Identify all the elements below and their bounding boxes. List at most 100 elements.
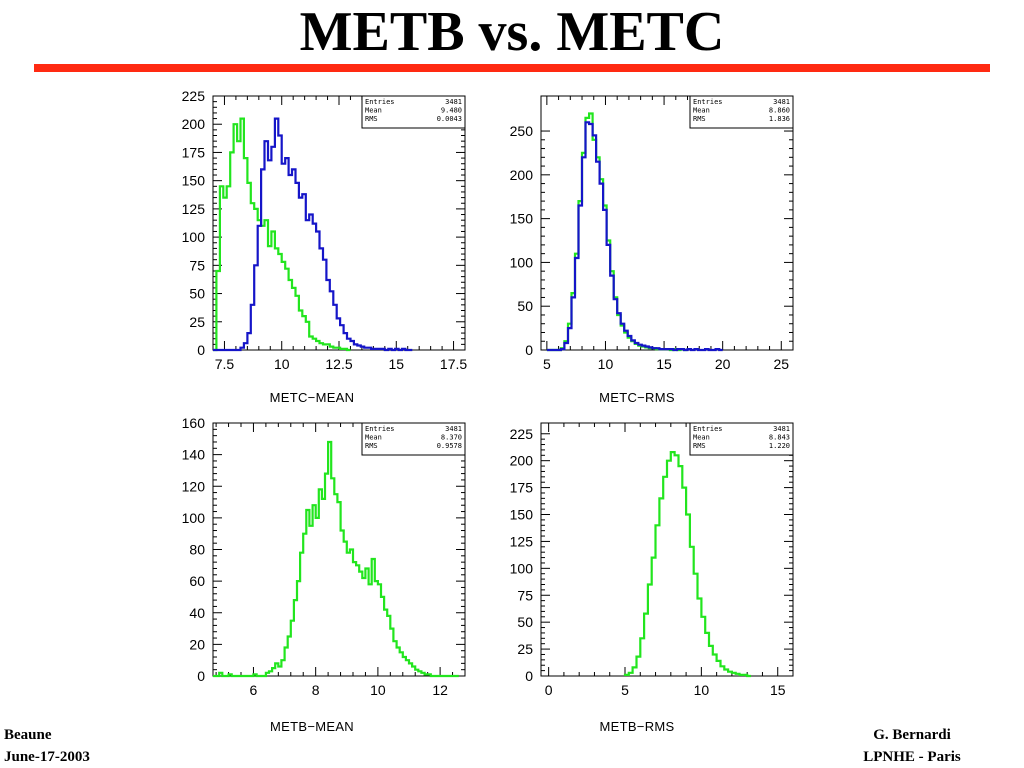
stats-value: 3481: [445, 425, 462, 433]
x-tick-label: 0: [545, 682, 553, 698]
x-tick-label: 15: [656, 356, 672, 372]
x-axis-label: METC−RMS: [599, 390, 675, 405]
stats-label: RMS: [365, 115, 378, 123]
y-tick-label: 50: [189, 286, 205, 302]
y-tick-label: 200: [510, 453, 534, 469]
histogram-series-green: [623, 451, 751, 678]
y-tick-label: 75: [517, 587, 533, 603]
y-tick-label: 100: [182, 510, 206, 526]
stats-value: 1.220: [769, 442, 790, 450]
stats-value: 3481: [445, 98, 462, 106]
x-tick-label: 12: [432, 682, 448, 698]
stats-value: 3481: [773, 98, 790, 106]
footer-affiliation: LPNHE - Paris: [863, 749, 961, 765]
y-tick-label: 200: [182, 116, 206, 132]
y-tick-label: 200: [510, 167, 534, 183]
footer-author: G. Bernardi: [873, 727, 951, 743]
y-tick-label: 75: [189, 257, 205, 273]
stats-label: Entries: [365, 425, 395, 433]
y-tick-label: 50: [517, 614, 533, 630]
y-tick-label: 0: [525, 668, 533, 684]
x-tick-label: 10: [694, 682, 710, 698]
stats-label: Entries: [693, 425, 723, 433]
stats-value: 1.836: [769, 115, 790, 123]
y-tick-label: 225: [182, 88, 206, 104]
y-tick-label: 175: [182, 144, 206, 160]
x-tick-label: 8: [312, 682, 320, 698]
y-tick-label: 150: [182, 173, 206, 189]
x-tick-label: 17.5: [440, 356, 467, 372]
x-tick-label: 12.5: [325, 356, 352, 372]
footer-left: Beaune June-17-2003: [4, 724, 90, 768]
y-tick-label: 0: [197, 342, 205, 358]
y-tick-label: 225: [510, 426, 534, 442]
y-tick-label: 20: [189, 636, 205, 652]
stats-label: Entries: [693, 98, 723, 106]
histogram-series-green: [213, 440, 459, 678]
y-tick-label: 100: [510, 254, 534, 270]
y-tick-label: 40: [189, 605, 205, 621]
stats-label: RMS: [693, 442, 706, 450]
y-tick-label: 0: [197, 668, 205, 684]
stats-label: RMS: [693, 115, 706, 123]
y-tick-label: 120: [182, 478, 206, 494]
histogram-panel-1: 0 25 50 75 100 125 150 175 200 225 7.5 10 12.5 15 17.5…: [182, 88, 468, 405]
y-tick-label: 100: [182, 229, 206, 245]
stats-value: 0.0043: [437, 115, 462, 123]
stats-label: Mean: [365, 107, 382, 115]
x-tick-label: 5: [621, 682, 629, 698]
stats-label: Mean: [693, 107, 710, 115]
stats-value: 3481: [773, 425, 790, 433]
stats-value: 8.370: [441, 434, 462, 442]
x-tick-label: 15: [770, 682, 786, 698]
y-tick-label: 175: [510, 480, 534, 496]
footer-right: G. Bernardi LPNHE - Paris: [842, 724, 982, 768]
stats-label: RMS: [365, 442, 378, 450]
x-tick-label: 15: [388, 356, 404, 372]
x-tick-label: 10: [274, 356, 290, 372]
y-tick-label: 50: [517, 298, 533, 314]
stats-value: 8.860: [769, 107, 790, 115]
histogram-panel-2: 0 50 100 150 200 250 5 10 15 20 25 Entries 3481 Mean 8…: [510, 95, 794, 405]
histogram-panel-4: 0 25 50 75 100 125 150 175 200 225 0 5 10 15 Entries 34…: [510, 422, 794, 734]
histogram-series-green: [213, 117, 351, 352]
x-tick-label: 10: [370, 682, 386, 698]
stats-label: Entries: [365, 98, 395, 106]
histogram-series-green: [546, 112, 688, 352]
histogram-panel-3: 0 20 40 60 80 100 120 140 160 6 8 10 12 Entries 3481 Me…: [182, 415, 466, 734]
x-tick-label: 10: [598, 356, 614, 372]
title-underline: [34, 64, 990, 72]
y-tick-label: 80: [189, 542, 205, 558]
stats-value: 8.843: [769, 434, 790, 442]
x-axis-label: METB−RMS: [600, 719, 675, 734]
y-tick-label: 150: [510, 507, 534, 523]
y-tick-label: 0: [525, 342, 533, 358]
y-tick-label: 60: [189, 573, 205, 589]
footer-location: Beaune: [4, 727, 52, 743]
y-tick-label: 25: [189, 314, 205, 330]
stats-box: [689, 422, 794, 456]
y-tick-label: 160: [182, 415, 206, 431]
y-tick-label: 125: [182, 201, 206, 217]
y-tick-label: 250: [510, 123, 534, 139]
y-tick-label: 100: [510, 560, 534, 576]
footer-date: June-17-2003: [4, 749, 90, 765]
plot-frame: [212, 422, 466, 677]
stats-value: 0.9578: [437, 442, 462, 450]
stats-label: Mean: [693, 434, 710, 442]
x-axis-label: METB−MEAN: [270, 719, 354, 734]
histogram-series-blue: [546, 121, 723, 352]
slide-title: METB vs. METC: [299, 1, 725, 63]
x-tick-label: 5: [543, 356, 551, 372]
x-axis-label: METC−MEAN: [270, 390, 355, 405]
x-tick-label: 6: [250, 682, 258, 698]
y-tick-label: 140: [182, 447, 206, 463]
x-tick-label: 7.5: [215, 356, 235, 372]
stats-box: [361, 422, 466, 456]
stats-box: [689, 95, 794, 129]
y-tick-label: 25: [517, 641, 533, 657]
stats-label: Mean: [365, 434, 382, 442]
histogram-series-blue: [213, 117, 413, 352]
stats-box: [361, 95, 466, 129]
